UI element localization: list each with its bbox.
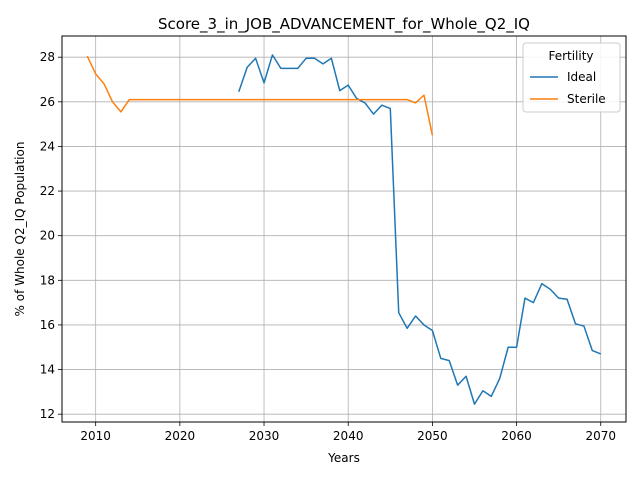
series-line-sterile [86, 55, 434, 136]
legend-title: Fertility [548, 49, 593, 63]
y-tick-label: 24 [40, 139, 55, 153]
y-tick-label: 16 [40, 318, 55, 332]
x-tick-label: 2050 [417, 429, 448, 443]
y-tick-label: 14 [40, 363, 55, 377]
legend-label-ideal: Ideal [567, 70, 596, 84]
y-tick-label: 12 [40, 407, 55, 421]
legend: Fertility Ideal Sterile [522, 42, 621, 113]
x-axis-ticks: 2010 2020 2030 2040 2050 2060 2070 [80, 422, 616, 443]
y-tick-label: 22 [40, 184, 55, 198]
x-tick-label: 2040 [333, 429, 364, 443]
x-tick-label: 2060 [501, 429, 532, 443]
y-tick-label: 18 [40, 273, 55, 287]
x-axis-label: Years [327, 451, 360, 465]
plot-frame [61, 35, 627, 423]
y-tick-label: 28 [40, 50, 55, 64]
chart-title: Score_3_in_JOB_ADVANCEMENT_for_Whole_Q2_… [158, 15, 530, 34]
legend-box [522, 42, 621, 113]
y-tick-label: 20 [40, 229, 55, 243]
y-tick-label: 26 [40, 95, 55, 109]
series-line-ideal [238, 54, 602, 405]
y-axis-label: % of Whole Q2_IQ Population [13, 142, 27, 317]
legend-label-sterile: Sterile [567, 92, 606, 106]
x-tick-label: 2070 [585, 429, 616, 443]
x-tick-label: 2020 [165, 429, 196, 443]
x-tick-label: 2010 [80, 429, 111, 443]
x-tick-label: 2030 [249, 429, 280, 443]
y-axis-ticks: 12 14 16 18 20 22 24 26 28 [40, 50, 62, 421]
series-lines [86, 54, 602, 405]
